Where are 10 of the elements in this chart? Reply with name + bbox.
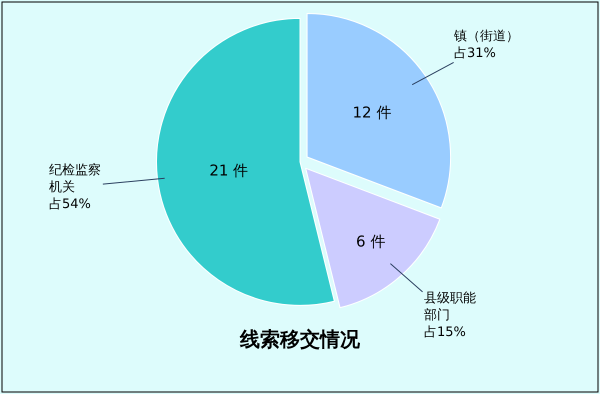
data-label: 21 件 <box>209 162 248 180</box>
slice-label: 镇（街道） <box>453 29 519 44</box>
text: 占31% <box>454 46 496 61</box>
text: 线索移交情况 <box>239 327 361 351</box>
data-label: 12 件 <box>352 103 392 122</box>
data-label: 6 件 <box>356 232 386 251</box>
text: 占54% <box>49 196 91 212</box>
slice-label: 县级职能部门 <box>424 291 476 323</box>
slice-label: 纪检监察机关 <box>49 162 101 195</box>
text: 占15% <box>424 324 466 340</box>
